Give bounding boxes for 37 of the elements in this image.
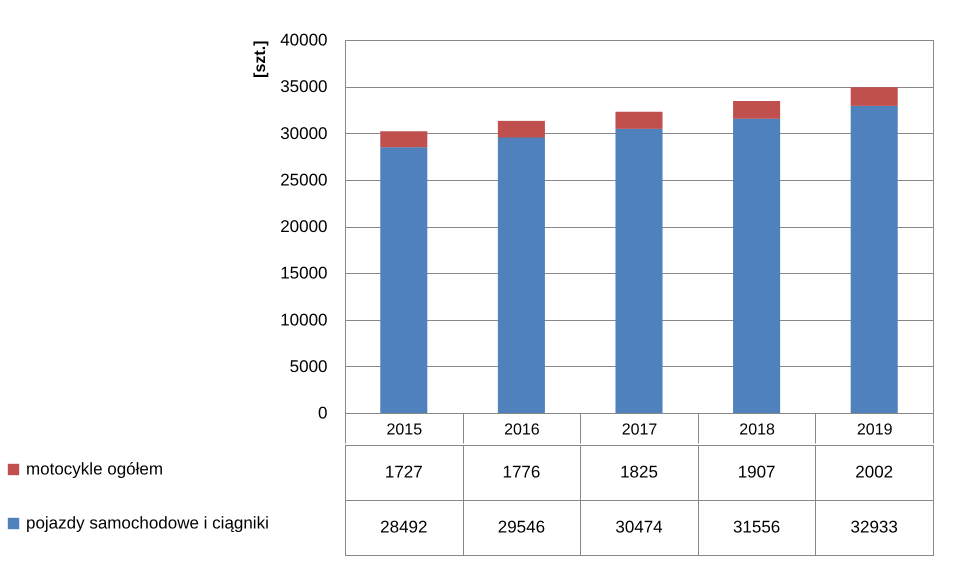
bar <box>850 106 898 413</box>
x-tick-label: 2019 <box>856 422 893 438</box>
bar <box>498 137 545 413</box>
bar <box>733 118 780 413</box>
data-label: 1776 <box>502 462 540 482</box>
x-tick-label: 2017 <box>622 422 658 438</box>
data-label: 29546 <box>498 518 546 536</box>
data-label: 2002 <box>855 462 894 482</box>
data-label: 31556 <box>732 518 780 536</box>
y-tick-label: 10000 <box>280 310 328 330</box>
y-tick-label: 20000 <box>280 217 328 236</box>
y-tick-label: 0 <box>318 404 328 422</box>
bar <box>498 120 545 138</box>
y-tick-label: 40000 <box>280 30 328 50</box>
y-tick-label: 35000 <box>280 77 328 96</box>
bar <box>380 131 428 148</box>
data-label: 32933 <box>850 518 898 536</box>
data-label: 1727 <box>384 462 423 482</box>
bar <box>615 128 663 413</box>
y-tick-label: 15000 <box>280 264 328 283</box>
legend-label: motocykle ogółem <box>26 460 164 478</box>
bar <box>615 112 663 129</box>
data-label: 1825 <box>620 462 658 482</box>
bar <box>733 100 780 119</box>
x-tick-label: 2015 <box>386 422 422 438</box>
data-label: 28492 <box>380 518 428 536</box>
data-label: 30474 <box>615 518 663 536</box>
legend-label: pojazdy samochodowe i ciągniki <box>26 514 269 532</box>
bar <box>380 147 428 413</box>
x-tick-label: 2018 <box>739 422 775 438</box>
x-tick-label: 2016 <box>504 422 540 438</box>
data-label: 1907 <box>738 462 776 482</box>
bar <box>850 87 898 106</box>
y-tick-label: 25000 <box>280 170 328 190</box>
y-axis-title: [szt.] <box>252 40 270 78</box>
y-tick-label: 30000 <box>280 124 328 143</box>
y-tick-label: 5000 <box>290 356 328 376</box>
